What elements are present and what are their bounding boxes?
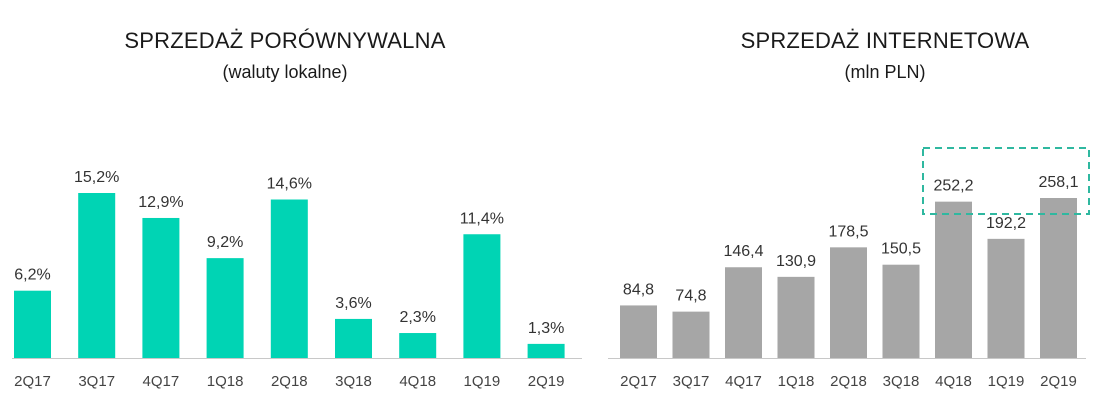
chart-2-tick-2Q18: 2Q18 xyxy=(830,373,867,390)
chart-2-tick-1Q18: 1Q18 xyxy=(778,373,815,390)
chart-2-tick-3Q17: 3Q17 xyxy=(673,373,710,390)
chart-2-value-label-1Q19: 192,2 xyxy=(986,215,1026,232)
chart-1-bar-3Q17 xyxy=(78,193,116,358)
chart-1-bar-1Q18 xyxy=(206,258,244,358)
chart-2-bar-3Q18 xyxy=(882,264,920,358)
chart-2-bar-4Q18 xyxy=(935,201,972,358)
chart-1-value-label-4Q17: 12,9% xyxy=(138,194,183,211)
chart-1-value-label-2Q17: 6,2% xyxy=(14,267,50,284)
chart-1-bar-3Q18 xyxy=(335,318,372,358)
chart-1-bar-4Q17 xyxy=(142,217,180,358)
chart-2-value-label-2Q19: 258,1 xyxy=(1038,174,1078,191)
chart-1-tick-1Q19: 1Q19 xyxy=(464,373,501,390)
chart-1-value-label-3Q18: 3,6% xyxy=(335,295,371,312)
chart-2-value-label-3Q17: 74,8 xyxy=(675,288,706,305)
chart-2-tick-3Q18: 3Q18 xyxy=(883,373,920,390)
chart-1-value-label-2Q19: 1,3% xyxy=(528,320,564,337)
chart-2-title: SPRZEDAŻ INTERNETOWA xyxy=(740,28,1030,53)
chart-1-title: SPRZEDAŻ PORÓWNYWALNA xyxy=(124,28,446,53)
chart-2-tick-4Q17: 4Q17 xyxy=(725,373,762,390)
chart-2-value-label-1Q18: 130,9 xyxy=(776,253,816,270)
chart-1-bar-2Q19 xyxy=(527,343,565,358)
chart-2-bar-3Q17 xyxy=(672,311,710,358)
chart-1-subtitle: (waluty lokalne) xyxy=(222,62,348,82)
chart-2-value-label-4Q17: 146,4 xyxy=(723,243,763,260)
chart-1-value-label-1Q18: 9,2% xyxy=(207,234,243,251)
chart-2-bar-1Q19 xyxy=(987,238,1025,358)
chart-1-value-label-2Q18: 14,6% xyxy=(267,176,312,193)
chart-2-value-label-3Q18: 150,5 xyxy=(881,241,921,258)
chart-2-bar-4Q17 xyxy=(725,267,762,358)
chart-1-tick-3Q18: 3Q18 xyxy=(335,373,372,390)
chart-2-value-label-2Q18: 178,5 xyxy=(828,223,868,240)
chart-1-bar-2Q18 xyxy=(270,199,308,358)
chart-1-bar-1Q19 xyxy=(463,234,501,358)
chart-2-subtitle: (mln PLN) xyxy=(844,62,926,82)
chart-1-tick-1Q18: 1Q18 xyxy=(207,373,244,390)
chart-1-tick-4Q17: 4Q17 xyxy=(143,373,180,390)
chart-2-tick-4Q18: 4Q18 xyxy=(935,373,972,390)
chart-2-tick-2Q19: 2Q19 xyxy=(1040,373,1077,390)
chart-2-bar-2Q17 xyxy=(620,305,657,358)
chart-1-tick-2Q19: 2Q19 xyxy=(528,373,565,390)
chart-2-bar-2Q18 xyxy=(830,247,867,358)
chart-2-value-label-4Q18: 252,2 xyxy=(933,178,973,195)
chart-1-bar-4Q18 xyxy=(399,333,437,358)
chart-1-value-label-3Q17: 15,2% xyxy=(74,169,119,186)
chart-1-bar-2Q17 xyxy=(14,290,51,358)
chart-2-bar-2Q19 xyxy=(1040,198,1077,358)
chart-1-tick-2Q18: 2Q18 xyxy=(271,373,308,390)
chart-2-value-label-2Q17: 84,8 xyxy=(623,281,654,298)
chart-1-tick-2Q17: 2Q17 xyxy=(14,373,51,390)
chart-1-value-label-4Q18: 2,3% xyxy=(399,309,435,326)
chart-1-tick-4Q18: 4Q18 xyxy=(399,373,436,390)
chart-2-highlight-box xyxy=(922,147,1090,215)
chart-2-tick-1Q19: 1Q19 xyxy=(988,373,1025,390)
chart-1-tick-3Q17: 3Q17 xyxy=(78,373,115,390)
chart-1-value-label-1Q19: 11,4% xyxy=(460,210,504,227)
chart-2-tick-2Q17: 2Q17 xyxy=(620,373,657,390)
chart-2-bar-1Q18 xyxy=(777,276,815,358)
